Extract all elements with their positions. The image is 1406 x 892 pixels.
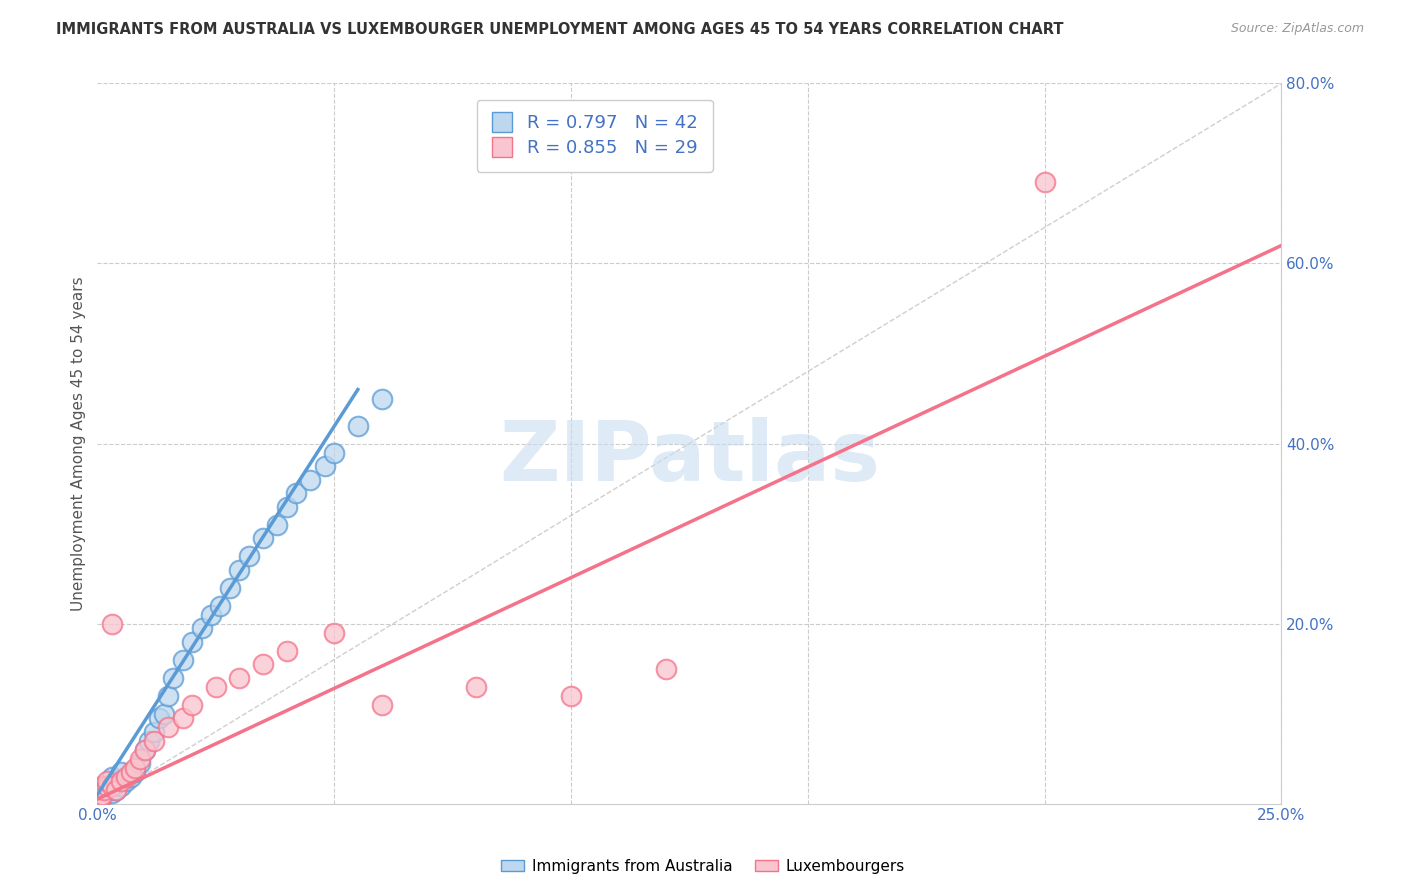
Point	[143, 724, 166, 739]
Point	[204, 680, 226, 694]
Point	[93, 783, 115, 797]
Point	[105, 783, 128, 797]
Point	[98, 780, 121, 795]
Point	[89, 792, 111, 806]
Point	[209, 599, 232, 613]
Point	[252, 657, 274, 671]
Point	[347, 418, 370, 433]
Point	[93, 788, 115, 802]
Point	[276, 643, 298, 657]
Point	[228, 671, 250, 685]
Point	[91, 786, 114, 800]
Point	[96, 783, 118, 797]
Point	[314, 458, 336, 473]
Point	[370, 698, 392, 712]
Point	[114, 774, 136, 789]
Point	[91, 789, 114, 804]
Legend: Immigrants from Australia, Luxembourgers: Immigrants from Australia, Luxembourgers	[495, 853, 911, 880]
Point	[190, 621, 212, 635]
Point	[91, 788, 114, 802]
Point	[105, 783, 128, 797]
Point	[276, 500, 298, 514]
Point	[110, 774, 132, 789]
Point	[96, 774, 118, 789]
Point	[143, 733, 166, 747]
Point	[152, 706, 174, 721]
Point	[100, 770, 122, 784]
Point	[100, 616, 122, 631]
Point	[120, 765, 142, 780]
Point	[370, 392, 392, 406]
Point	[100, 779, 122, 793]
Legend: R = 0.797   N = 42, R = 0.855   N = 29: R = 0.797 N = 42, R = 0.855 N = 29	[477, 100, 713, 172]
Point	[114, 770, 136, 784]
Point	[162, 671, 184, 685]
Point	[157, 720, 180, 734]
Point	[654, 662, 676, 676]
Point	[252, 531, 274, 545]
Point	[323, 445, 346, 459]
Point	[96, 779, 118, 793]
Point	[134, 742, 156, 756]
Point	[228, 563, 250, 577]
Point	[134, 742, 156, 756]
Point	[100, 786, 122, 800]
Point	[323, 625, 346, 640]
Point	[299, 473, 322, 487]
Point	[285, 486, 308, 500]
Y-axis label: Unemployment Among Ages 45 to 54 years: Unemployment Among Ages 45 to 54 years	[72, 277, 86, 611]
Point	[181, 698, 204, 712]
Point	[172, 711, 194, 725]
Point	[1033, 176, 1056, 190]
Text: IMMIGRANTS FROM AUSTRALIA VS LUXEMBOURGER UNEMPLOYMENT AMONG AGES 45 TO 54 YEARS: IMMIGRANTS FROM AUSTRALIA VS LUXEMBOURGE…	[56, 22, 1064, 37]
Text: Source: ZipAtlas.com: Source: ZipAtlas.com	[1230, 22, 1364, 36]
Point	[91, 779, 114, 793]
Point	[148, 711, 170, 725]
Point	[138, 733, 160, 747]
Point	[110, 765, 132, 780]
Text: ZIPatlas: ZIPatlas	[499, 417, 880, 499]
Point	[89, 792, 111, 806]
Point	[219, 581, 242, 595]
Point	[105, 774, 128, 789]
Point	[120, 770, 142, 784]
Point	[100, 777, 122, 791]
Point	[110, 779, 132, 793]
Point	[129, 756, 152, 771]
Point	[96, 779, 118, 793]
Point	[200, 607, 222, 622]
Point	[129, 751, 152, 765]
Point	[560, 689, 582, 703]
Point	[124, 765, 146, 780]
Point	[238, 549, 260, 563]
Point	[266, 517, 288, 532]
Point	[465, 680, 488, 694]
Point	[124, 761, 146, 775]
Point	[172, 652, 194, 666]
Point	[181, 634, 204, 648]
Point	[157, 689, 180, 703]
